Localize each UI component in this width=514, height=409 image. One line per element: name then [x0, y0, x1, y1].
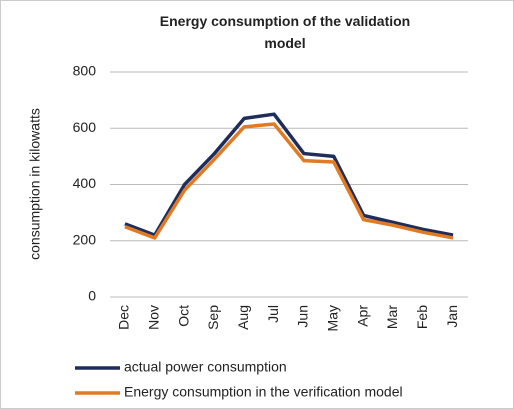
y-tick-label: 400 [73, 175, 97, 191]
data-line [124, 112, 454, 237]
y-tick-label: 600 [73, 119, 97, 135]
x-tick-label: Aug [235, 305, 251, 330]
x-tick-label: Jul [265, 305, 281, 323]
y-axis-label: consumption in kilowatts [27, 108, 43, 260]
y-tick-label: 0 [88, 288, 96, 304]
x-tick-label: Oct [175, 305, 191, 327]
x-tick-label: Sep [205, 305, 221, 330]
legend-label: Energy consumption in the verification m… [124, 384, 403, 400]
x-tick-label: Apr [354, 305, 370, 327]
x-tick-label: Feb [414, 305, 430, 329]
legend-label: actual power consumption [124, 359, 287, 375]
y-tick-label: 800 [73, 63, 97, 79]
x-tick-label: May [324, 305, 340, 331]
x-tick-label: Nov [145, 305, 161, 330]
x-tick-label: Jan [444, 305, 460, 328]
x-tick-label: Dec [116, 305, 132, 330]
x-tick-label: Jun [295, 305, 311, 328]
x-tick-label: Mar [384, 305, 400, 329]
chart-title: Energy consumption of the validation mod… [159, 13, 411, 51]
y-tick-label: 200 [73, 231, 97, 247]
data-line [124, 122, 454, 240]
